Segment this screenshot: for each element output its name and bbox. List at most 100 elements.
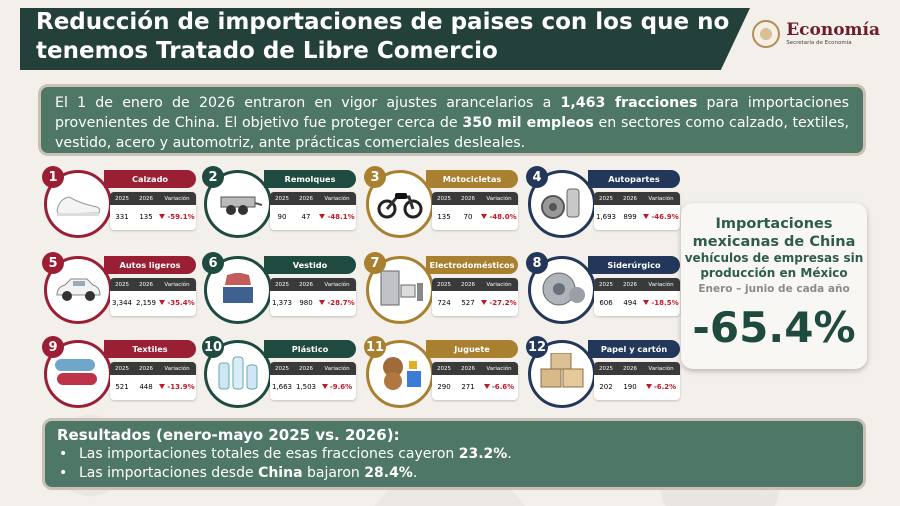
sector-card: 3 Motocicletas 2025 2026 Variación 135 70 -48.0… [364,166,518,238]
variation-value: -28.7% [327,298,355,307]
down-triangle-icon [645,384,652,389]
variation-value: -6.6% [491,382,515,391]
value-2025: 135 [437,212,451,221]
sector-table: 2025 2026 Variación 1,663 1,503 -9.6% [270,362,356,400]
value-2026: 899 [623,212,637,221]
sector-card: 7 Electrodomésticos 2025 2026 Variación 724 52… [364,252,518,324]
down-triangle-icon [643,300,650,305]
variation-value: -59.1% [167,212,195,221]
value-2025: 290 [437,382,451,391]
sector-image [528,256,596,324]
sector-number: 9 [42,336,64,358]
col-2026: 2026 [461,195,475,202]
intro-box: El 1 de enero de 2026 entraron en vigor … [38,84,866,156]
sector-card: 5 Autos ligeros 2025 2026 Variación 3,344 2,15… [42,252,196,324]
variation-value: -27.2% [489,298,517,307]
down-triangle-icon [321,384,328,389]
results-2a: Las importaciones desde [79,465,259,481]
sector-name: Calzado [104,170,196,188]
sector-card: 1 Calzado 2025 2026 Variación 331 135 -59.1% [42,166,196,238]
sector-number: 6 [202,252,224,274]
plastic-bottles-icon [213,353,263,395]
sector-card: 9 Textiles 2025 2026 Variación 521 448 -13.9% [42,336,196,408]
toys-icon [375,353,425,395]
textile-rolls-icon [53,353,103,395]
down-triangle-icon [481,300,488,305]
col-variacion: Variación [324,195,350,202]
col-2025: 2025 [437,281,451,288]
col-2025: 2025 [115,281,129,288]
col-2025: 2025 [275,195,289,202]
value-2026: 1,503 [295,382,317,391]
col-2025: 2025 [437,365,451,372]
value-2025: 90 [277,212,287,221]
results-2b: China [258,465,303,481]
intro-text-1: El 1 de enero de 2026 entraron en vigor … [55,95,561,111]
sector-table: 2025 2026 Variación 202 190 -6.2% [594,362,680,400]
col-variacion: Variación [648,195,674,202]
results-box: Resultados (enero-mayo 2025 vs. 2026): •… [42,418,866,490]
col-variacion: Variación [648,365,674,372]
sector-card: 10 Plástico 2025 2026 Variación 1,663 1,503 -9.… [202,336,356,408]
sector-card: 12 Papel y cartón 2025 2026 Variación 202 190 -… [526,336,680,408]
intro-bold-2: 350 mil empleos [462,115,594,131]
col-variacion: Variación [164,281,190,288]
col-2026: 2026 [139,365,153,372]
col-variacion: Variación [164,365,190,372]
sector-card: 11 Juguete 2025 2026 Variación 290 271 -6.6% [364,336,518,408]
value-2025: 1,663 [271,382,293,391]
sector-number: 4 [526,166,548,188]
col-2026: 2026 [139,281,153,288]
col-2026: 2026 [139,195,153,202]
boxes-icon [537,352,587,395]
down-triangle-icon [481,214,488,219]
down-triangle-icon [159,384,166,389]
value-2025: 331 [115,212,129,221]
logo-main-text: Economía [786,20,880,40]
col-2025: 2025 [437,195,451,202]
value-2026: 448 [139,382,153,391]
page-title: Reducción de importaciones de paises con… [36,9,730,64]
down-triangle-icon [319,300,326,305]
intro-text-3: en sectores como calzado, textiles, vest… [55,115,850,151]
sector-number: 10 [202,336,224,358]
side-big-number: -65.4% [692,303,856,352]
results-1b: 23.2% [458,446,508,462]
sector-name: Papel y cartón [588,340,680,358]
col-variacion: Variación [324,281,350,288]
down-triangle-icon [159,300,166,305]
down-triangle-icon [643,214,650,219]
side-title: Importaciones mexicanas de China [692,216,856,250]
col-2025: 2025 [275,365,289,372]
sector-card: 2 Remolques 2025 2026 Variación 90 47 -48.1% [202,166,356,238]
trailer-icon [213,183,263,225]
results-item-1: • Las importaciones totales de esas fracc… [59,446,512,462]
sector-name: Plástico [264,340,356,358]
value-2026: 190 [623,382,637,391]
value-2026: 980 [299,298,313,307]
sector-number: 11 [364,336,386,358]
appliances-icon [375,269,425,311]
sector-table: 2025 2026 Variación 521 448 -13.9% [110,362,196,400]
results-2d: 28.4% [364,465,413,481]
value-2026: 2,159 [135,298,157,307]
sector-name: Vestido [264,256,356,274]
down-triangle-icon [159,214,166,219]
results-title: Resultados (enero-mayo 2025 vs. 2026): [57,426,400,444]
down-triangle-icon [319,214,326,219]
economia-logo: Economía Secretaría de Economía [752,20,880,48]
col-variacion: Variación [648,281,674,288]
col-2026: 2026 [299,195,313,202]
variation-value: -13.9% [167,382,195,391]
col-2026: 2026 [623,365,637,372]
intro-bold-1: 1,463 fracciones [560,95,698,111]
variation-value: -9.6% [329,382,353,391]
sector-name: Autos ligeros [104,256,196,274]
col-variacion: Variación [164,195,190,202]
steel-coil-icon [537,269,587,311]
sector-card: 4 Autopartes 2025 2026 Variación 1,693 899 -46.… [526,166,680,238]
sector-table: 2025 2026 Variación 135 70 -48.0% [432,192,518,230]
car-icon [53,269,103,311]
value-2026: 70 [463,212,473,221]
side-period: Enero – junio de cada año [698,283,850,295]
